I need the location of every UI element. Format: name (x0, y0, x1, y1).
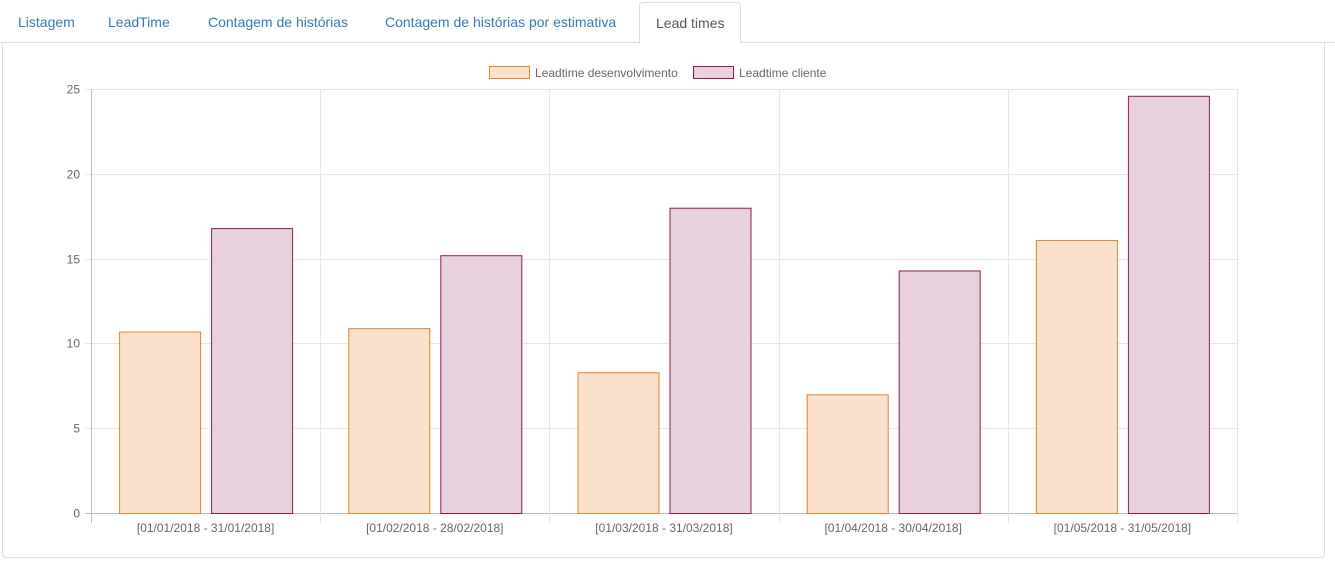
y-axis: 0 5 10 15 20 25 (67, 83, 81, 521)
bar-desenvolvimento (119, 331, 202, 515)
chart-legend: Leadtime desenvolvimento Leadtime cliente (489, 66, 827, 80)
x-tick-label: [01/01/2018 - 31/01/2018] (137, 521, 274, 535)
x-tick-label: [01/02/2018 - 28/02/2018] (366, 521, 503, 535)
x-tick-label: [01/03/2018 - 31/03/2018] (595, 521, 732, 535)
tab-lead-times[interactable]: Lead times (639, 2, 741, 44)
y-tick-label: 25 (67, 83, 81, 97)
bar-desenvolvimento (806, 394, 889, 514)
y-tick-label: 5 (73, 422, 80, 436)
tab-bar: Listagem LeadTime Contagem de histórias … (0, 0, 1335, 44)
y-tick-label: 20 (67, 168, 81, 182)
x-axis: [01/01/2018 - 31/01/2018] [01/02/2018 - 2… (137, 521, 1191, 535)
bar-desenvolvimento (348, 328, 431, 514)
legend-swatch (693, 66, 734, 79)
legend-label: Leadtime cliente (739, 66, 827, 80)
bar-cliente (211, 228, 294, 515)
y-tick-label: 15 (67, 253, 81, 267)
x-tick-label: [01/04/2018 - 30/04/2018] (824, 521, 961, 535)
tab-contagem-historias[interactable]: Contagem de histórias (208, 14, 349, 30)
y-tick-label: 10 (67, 337, 81, 351)
lead-times-bar-chart: Leadtime desenvolvimento Leadtime cliente… (67, 66, 1238, 535)
tab-leadtime[interactable]: LeadTime (108, 14, 170, 30)
tab-listagem[interactable]: Listagem (18, 14, 75, 30)
chart-panel: Leadtime desenvolvimento Leadtime cliente… (2, 42, 1325, 558)
bar-desenvolvimento (577, 372, 660, 514)
bar-cliente (440, 255, 523, 514)
tab-contagem-historias-estimativa[interactable]: Contagem de histórias por estimativa (385, 14, 617, 30)
x-tick-label: [01/05/2018 - 31/05/2018] (1054, 521, 1191, 535)
bar-cliente (669, 207, 752, 514)
chart-bars (119, 95, 1210, 515)
bar-desenvolvimento (1035, 239, 1118, 514)
legend-swatch (489, 66, 530, 79)
y-tick-label: 0 (73, 507, 80, 521)
legend-label: Leadtime desenvolvimento (535, 66, 678, 80)
bar-cliente (898, 270, 981, 514)
bar-cliente (1127, 95, 1210, 515)
